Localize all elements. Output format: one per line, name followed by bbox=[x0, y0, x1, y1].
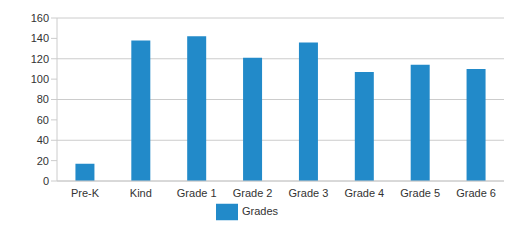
svg-text:Grade 5: Grade 5 bbox=[400, 187, 440, 199]
svg-text:140: 140 bbox=[31, 32, 49, 44]
svg-text:0: 0 bbox=[43, 175, 49, 187]
svg-text:20: 20 bbox=[37, 155, 49, 167]
svg-text:Grade 4: Grade 4 bbox=[344, 187, 384, 199]
svg-text:60: 60 bbox=[37, 114, 49, 126]
svg-text:Grade 3: Grade 3 bbox=[289, 187, 329, 199]
svg-text:120: 120 bbox=[31, 53, 49, 65]
svg-text:Grade 2: Grade 2 bbox=[233, 187, 273, 199]
svg-text:100: 100 bbox=[31, 73, 49, 85]
svg-text:Grade 6: Grade 6 bbox=[456, 187, 496, 199]
svg-text:Pre-K: Pre-K bbox=[71, 187, 100, 199]
svg-text:Kind: Kind bbox=[130, 187, 152, 199]
svg-text:80: 80 bbox=[37, 93, 49, 105]
svg-text:160: 160 bbox=[31, 12, 49, 24]
svg-text:Grade 1: Grade 1 bbox=[177, 187, 217, 199]
html-text:Grades: Grades bbox=[242, 204, 278, 217]
svg-text:40: 40 bbox=[37, 134, 49, 146]
